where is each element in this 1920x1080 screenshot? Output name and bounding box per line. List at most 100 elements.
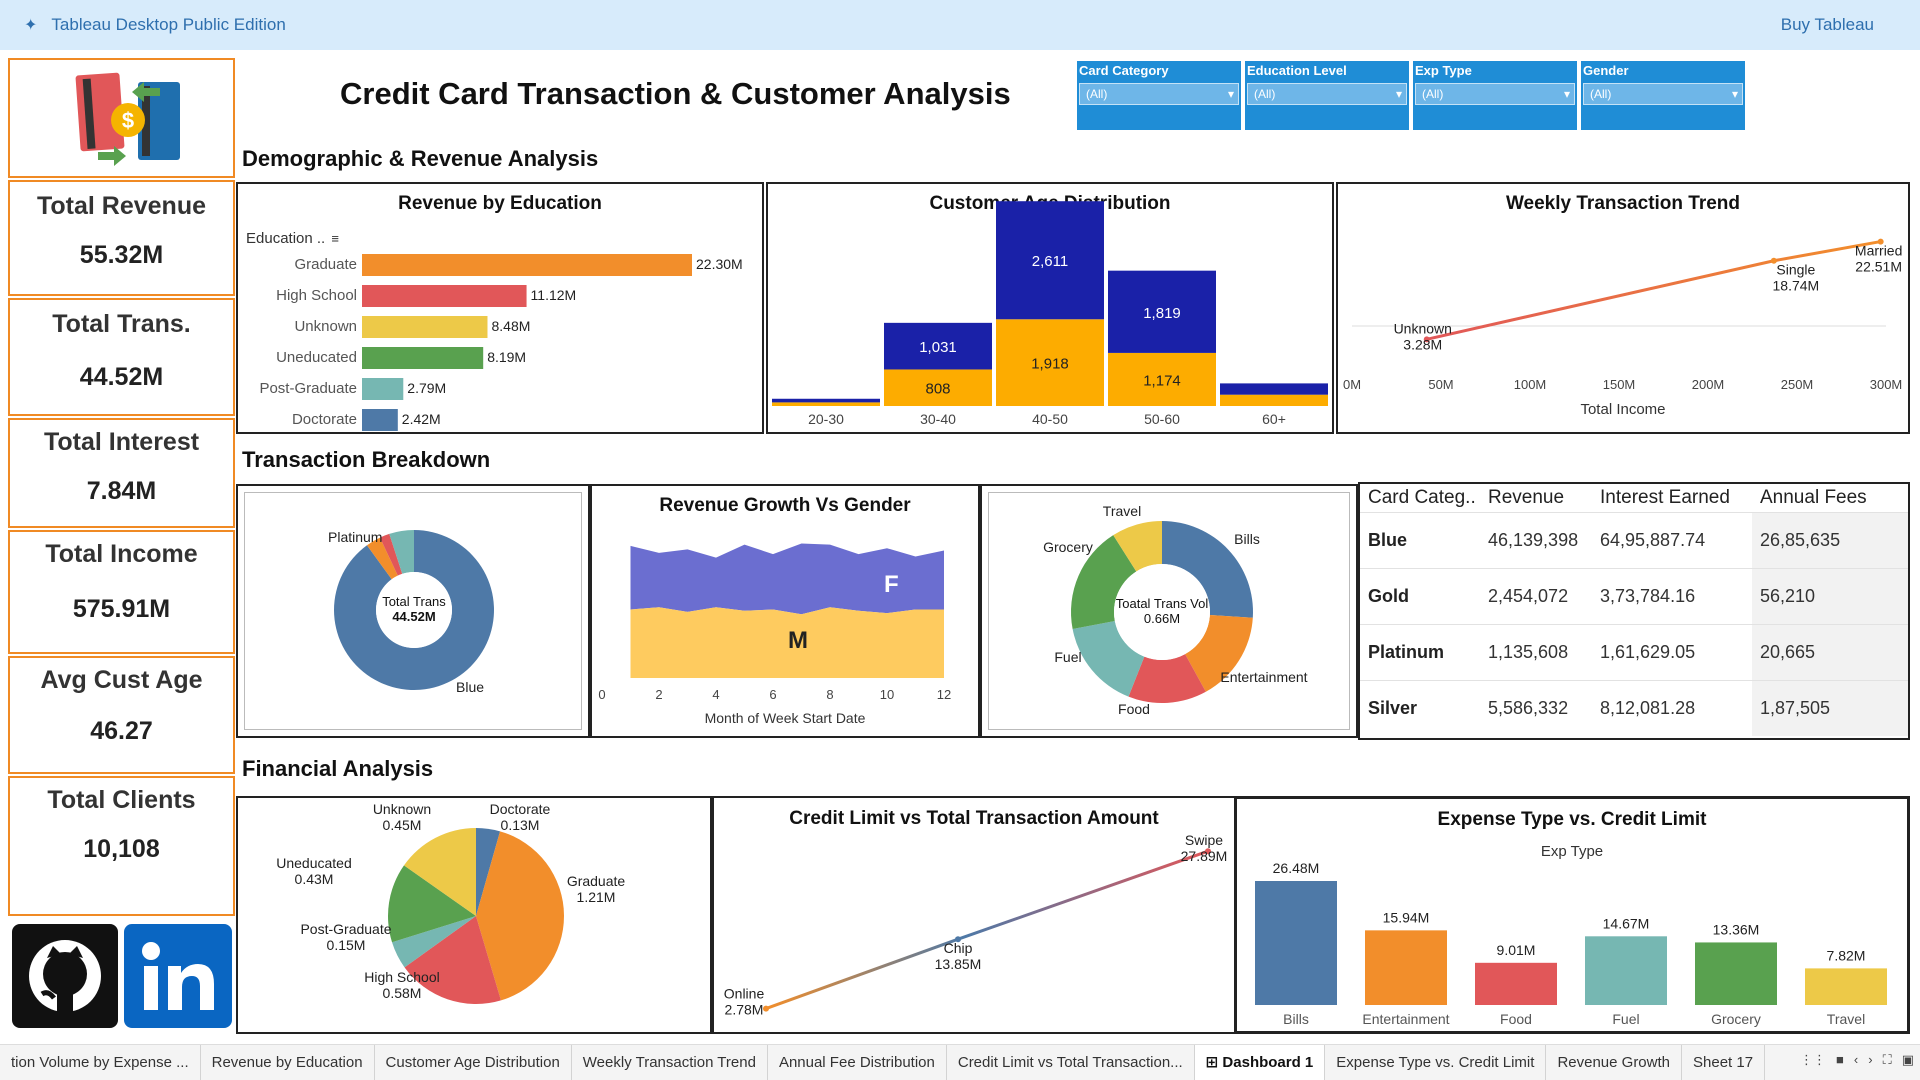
bar-value-label: 11.12M <box>531 287 577 303</box>
point-label: Chip <box>944 940 973 956</box>
sheet-tab[interactable]: Sheet 17 <box>1682 1045 1766 1080</box>
bar-value-label: 22.30M <box>696 256 743 272</box>
bar-value-label: 14.67M <box>1603 915 1650 931</box>
slice-value-label: 0.58M <box>383 985 422 1001</box>
kpi-label: Avg Cust Age <box>40 666 203 694</box>
sheet-tab[interactable]: Credit Limit vs Total Transaction... <box>947 1045 1195 1080</box>
slice <box>334 530 494 690</box>
fit-icon[interactable]: ⛶ <box>1882 1052 1892 1067</box>
github-link[interactable] <box>12 924 118 1028</box>
slice-label: Travel <box>1103 503 1141 519</box>
stacked-bar-segment <box>772 398 880 403</box>
column-header[interactable]: Revenue <box>1488 486 1565 508</box>
kpi-total-clients: Total Clients 10,108 <box>8 776 235 916</box>
slice <box>1072 620 1145 697</box>
slice-label: Blue <box>456 679 484 695</box>
slice <box>1185 615 1253 692</box>
table-row: Platinum 1,135,608 1,61,629.05 20,665 <box>1360 623 1908 680</box>
kpi-label: Total Clients <box>47 786 196 814</box>
slice-value-label: 0.43M <box>295 871 334 887</box>
filmstrip-icon[interactable]: ■ <box>1836 1052 1844 1067</box>
x-tick-label: 30-40 <box>920 411 956 427</box>
filter-exp-type[interactable]: Exp Type (All) ▾ <box>1413 61 1577 130</box>
x-tick-label: Fuel <box>1612 1011 1639 1027</box>
table-cell: 56,210 <box>1752 567 1908 624</box>
x-tick-label: 2 <box>655 687 662 702</box>
series-label-m: M <box>788 627 808 654</box>
chart-title: Credit Limit vs Total Transaction Amount <box>789 808 1159 829</box>
slice-value-label: 0.45M <box>383 817 422 833</box>
slice <box>476 831 564 1001</box>
next-tab-icon[interactable]: › <box>1868 1052 1873 1067</box>
sheet-tab[interactable]: Revenue by Education <box>201 1045 375 1080</box>
sort-icon[interactable]: ≡ <box>331 231 339 246</box>
column-header[interactable]: Annual Fees <box>1760 486 1867 508</box>
point-label: Married <box>1855 243 1902 259</box>
bar-value-label: 2,611 <box>1032 253 1068 270</box>
donut-center-label: Total Trans <box>382 594 446 609</box>
linkedin-link[interactable] <box>124 924 232 1028</box>
grid-view-icon[interactable]: ⋮⋮ <box>1800 1052 1827 1067</box>
x-tick-label: 50-60 <box>1144 411 1180 427</box>
x-tick-label: 40-50 <box>1032 411 1068 427</box>
column-header[interactable]: Interest Earned <box>1600 486 1730 508</box>
present-icon[interactable]: ▣ <box>1901 1052 1914 1067</box>
filter-gender[interactable]: Gender (All) ▾ <box>1581 61 1745 130</box>
sheet-tab[interactable]: Customer Age Distribution <box>375 1045 572 1080</box>
filter-education-level[interactable]: Education Level (All) ▾ <box>1245 61 1409 130</box>
sheet-tab[interactable]: Revenue Growth <box>1546 1045 1682 1080</box>
table-cell: 8,12,081.28 <box>1592 679 1752 736</box>
slice-label: Post-Graduate <box>300 921 391 937</box>
slice <box>388 865 476 943</box>
kpi-label: Total Revenue <box>36 192 207 220</box>
slice <box>404 916 501 1004</box>
point-label: Unknown <box>1394 320 1452 336</box>
sheet-tab[interactable]: Annual Fee Distribution <box>768 1045 947 1080</box>
filter-dropdown[interactable]: (All) ▾ <box>1079 83 1239 105</box>
donut-center-value: 0.66M <box>1144 611 1180 626</box>
donut-hole <box>1114 564 1210 660</box>
trend-point <box>1770 257 1777 264</box>
kpi-value: 575.91M <box>72 595 171 623</box>
inner-frame <box>244 492 582 730</box>
bar-value-label: 15.94M <box>1383 909 1430 925</box>
sheet-tab-active[interactable]: ⊞ Dashboard 1 <box>1194 1045 1326 1080</box>
filter-card-category[interactable]: Card Category (All) ▾ <box>1077 61 1241 130</box>
filter-dropdown[interactable]: (All) ▾ <box>1583 83 1743 105</box>
x-tick-label: 6 <box>769 687 776 702</box>
slice <box>1113 521 1162 572</box>
x-tick-label: Bills <box>1283 1011 1309 1027</box>
sheet-tab-bar: tion Volume by Expense ... Revenue by Ed… <box>0 1044 1920 1080</box>
credit-card-logo-icon: $ <box>75 72 180 166</box>
sheet-tab[interactable]: Expense Type vs. Credit Limit <box>1325 1045 1547 1080</box>
prev-tab-icon[interactable]: ‹ <box>1853 1052 1859 1067</box>
x-tick-label: 50M <box>1428 377 1453 392</box>
table-cell: 1,135,608 <box>1480 623 1592 680</box>
chevron-down-icon: ▾ <box>1563 87 1570 101</box>
bar-value-label: 7.82M <box>1827 947 1866 963</box>
slice-label: Fuel <box>1054 649 1081 665</box>
column-header[interactable]: Card Categ.. <box>1368 486 1476 508</box>
filter-dropdown[interactable]: (All) ▾ <box>1415 83 1575 105</box>
bar-value-label: 1,819 <box>1143 305 1181 322</box>
slice-value-label: 0.13M <box>501 817 540 833</box>
x-tick-label: 150M <box>1603 377 1636 392</box>
x-tick-label: 12 <box>937 687 951 702</box>
sheet-tab[interactable]: tion Volume by Expense ... <box>0 1045 201 1080</box>
x-axis-title: Total Income <box>1580 401 1665 418</box>
filter-dropdown[interactable]: (All) ▾ <box>1247 83 1407 105</box>
x-tick-label: 10 <box>880 687 894 702</box>
section-financial: Financial Analysis <box>242 756 434 781</box>
x-tick-label: 60+ <box>1262 411 1286 427</box>
github-icon <box>29 940 101 1012</box>
kpi-value: 10,108 <box>83 835 160 863</box>
trend-point <box>763 1005 769 1012</box>
slice <box>1071 535 1137 630</box>
buy-tableau-link[interactable]: Buy Tableau <box>1780 15 1874 34</box>
donut-hole <box>376 572 452 648</box>
sheet-tab[interactable]: Weekly Transaction Trend <box>572 1045 768 1080</box>
bar <box>362 285 527 307</box>
table-cell: 64,95,887.74 <box>1592 511 1752 568</box>
bar-category-label: Post-Graduate <box>259 380 357 397</box>
